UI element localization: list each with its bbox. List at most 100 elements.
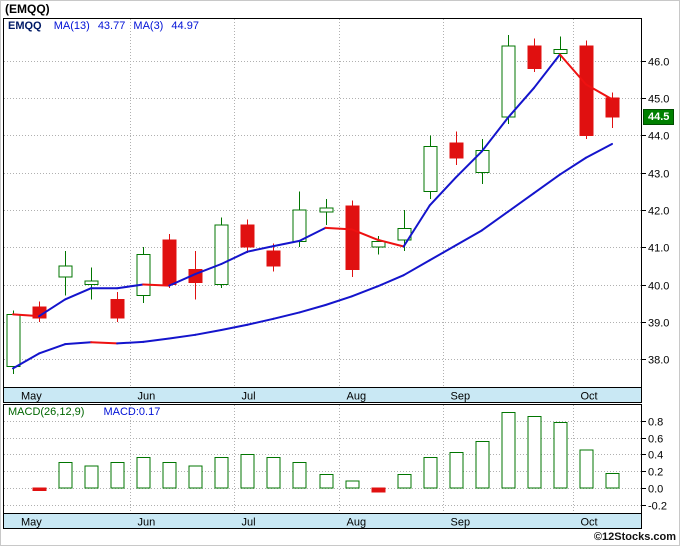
candle-down xyxy=(527,45,542,69)
price-tick-label: 42.0 xyxy=(648,206,669,218)
macd-bar xyxy=(58,462,73,489)
candle-up xyxy=(292,209,307,243)
macd-bar xyxy=(214,457,229,489)
month-label: May xyxy=(21,391,42,403)
macd-bar xyxy=(292,462,307,489)
macd-tick-label: 0.8 xyxy=(648,417,663,429)
candle-up xyxy=(136,254,151,297)
last-price-tag: 44.5 xyxy=(643,108,675,125)
ma3-line-segment xyxy=(168,273,197,287)
ma13-line-segment xyxy=(532,173,561,195)
candle-up xyxy=(423,146,438,192)
macd-bar xyxy=(345,480,360,489)
ma13-line-segment xyxy=(220,323,249,331)
candle-up xyxy=(319,207,334,213)
month-band xyxy=(4,514,641,528)
ma3-line-segment xyxy=(116,283,145,290)
ma13-line-segment xyxy=(90,341,119,345)
macd-panel-border xyxy=(3,404,642,529)
ma13-line-segment xyxy=(116,340,145,345)
macd-tick-label: 0.0 xyxy=(648,484,663,496)
month-label: Sep xyxy=(451,391,471,403)
price-tick-label: 40.0 xyxy=(648,281,669,293)
ma13-line-segment xyxy=(324,295,353,306)
macd-legend: MACD(26,12,9) MACD:0.17 xyxy=(8,406,160,418)
macd-value-label: MACD:0.17 xyxy=(103,406,161,418)
macd-bar xyxy=(475,441,490,489)
price-legend: EMQQ MA(13) 43.77 MA(3) 44.97 xyxy=(8,20,204,32)
ma13-line-segment xyxy=(480,210,509,232)
symbol-label: EMQQ xyxy=(8,20,42,32)
ma3-line-segment xyxy=(142,283,171,287)
candle-down xyxy=(162,239,177,285)
ma3-line-segment xyxy=(454,150,483,179)
ma3-line-segment xyxy=(558,53,587,86)
macd-bar xyxy=(188,465,203,489)
candle-up xyxy=(84,280,99,286)
macd-bar xyxy=(240,453,255,489)
ma3-line-segment xyxy=(402,204,431,248)
macd-bar xyxy=(449,452,464,489)
macd-bar xyxy=(32,487,47,491)
ma3-line-segment xyxy=(324,226,353,231)
macd-bar xyxy=(397,473,412,489)
month-band xyxy=(4,388,641,402)
ma13-line-segment xyxy=(558,156,587,176)
month-label: Oct xyxy=(581,391,598,403)
macd-tick-label: 0.4 xyxy=(648,450,663,462)
candle-down xyxy=(345,205,360,271)
macd-bar xyxy=(527,416,542,489)
ma3-line-segment xyxy=(12,313,41,318)
macd-params-label: MACD(26,12,9) xyxy=(8,406,85,418)
macd-bar xyxy=(110,462,125,489)
ma13-line-segment xyxy=(376,274,405,288)
ma13-line-segment xyxy=(194,328,223,336)
price-panel-border xyxy=(3,18,642,403)
ma3-value: 44.97 xyxy=(171,20,199,32)
month-label: Aug xyxy=(347,517,367,529)
month-label: Jun xyxy=(138,391,156,403)
ma13-line-segment xyxy=(38,343,67,355)
month-label: Jul xyxy=(242,517,256,529)
macd-bar xyxy=(553,421,568,489)
candle-up xyxy=(501,45,516,118)
ma3-label: MA(3) xyxy=(133,20,164,32)
macd-bar xyxy=(136,457,151,489)
month-label: May xyxy=(21,517,42,529)
candle-down xyxy=(266,250,281,267)
ma3-line-segment xyxy=(220,250,249,265)
price-tick-label: 39.0 xyxy=(648,318,669,330)
ma13-line-segment xyxy=(454,229,483,247)
ma3-line-segment xyxy=(64,287,93,301)
ma13-line-segment xyxy=(168,333,197,340)
candle-down xyxy=(110,298,125,319)
watermark: ©12Stocks.com xyxy=(593,531,676,543)
ma3-line-segment xyxy=(480,116,509,153)
ma13-line-segment xyxy=(402,259,431,277)
macd-bar xyxy=(605,473,620,489)
ma3-line-segment xyxy=(350,228,379,241)
price-tick-label: 44.0 xyxy=(648,131,669,143)
ma3-line-segment xyxy=(376,238,405,248)
ma13-line-segment xyxy=(64,341,93,346)
price-tick-label: 41.0 xyxy=(648,243,669,255)
ma3-line-segment xyxy=(194,263,223,276)
macd-bar xyxy=(84,465,99,489)
price-tick-label: 46.0 xyxy=(648,57,669,69)
candle-down xyxy=(579,45,594,136)
price-tick-label: 38.0 xyxy=(648,355,669,367)
candle-up xyxy=(475,149,490,174)
price-tick-label: 43.0 xyxy=(648,169,669,181)
macd-bar xyxy=(162,462,177,489)
candle-up xyxy=(6,313,21,367)
candle-up xyxy=(371,241,386,248)
ma3-line-segment xyxy=(532,53,561,90)
month-label: Jul xyxy=(242,391,256,403)
ma13-line-segment xyxy=(272,311,301,320)
ma13-line-segment xyxy=(584,142,613,159)
macd-bar xyxy=(423,457,438,489)
ma13-line-segment xyxy=(506,192,535,213)
macd-bar xyxy=(371,487,386,493)
